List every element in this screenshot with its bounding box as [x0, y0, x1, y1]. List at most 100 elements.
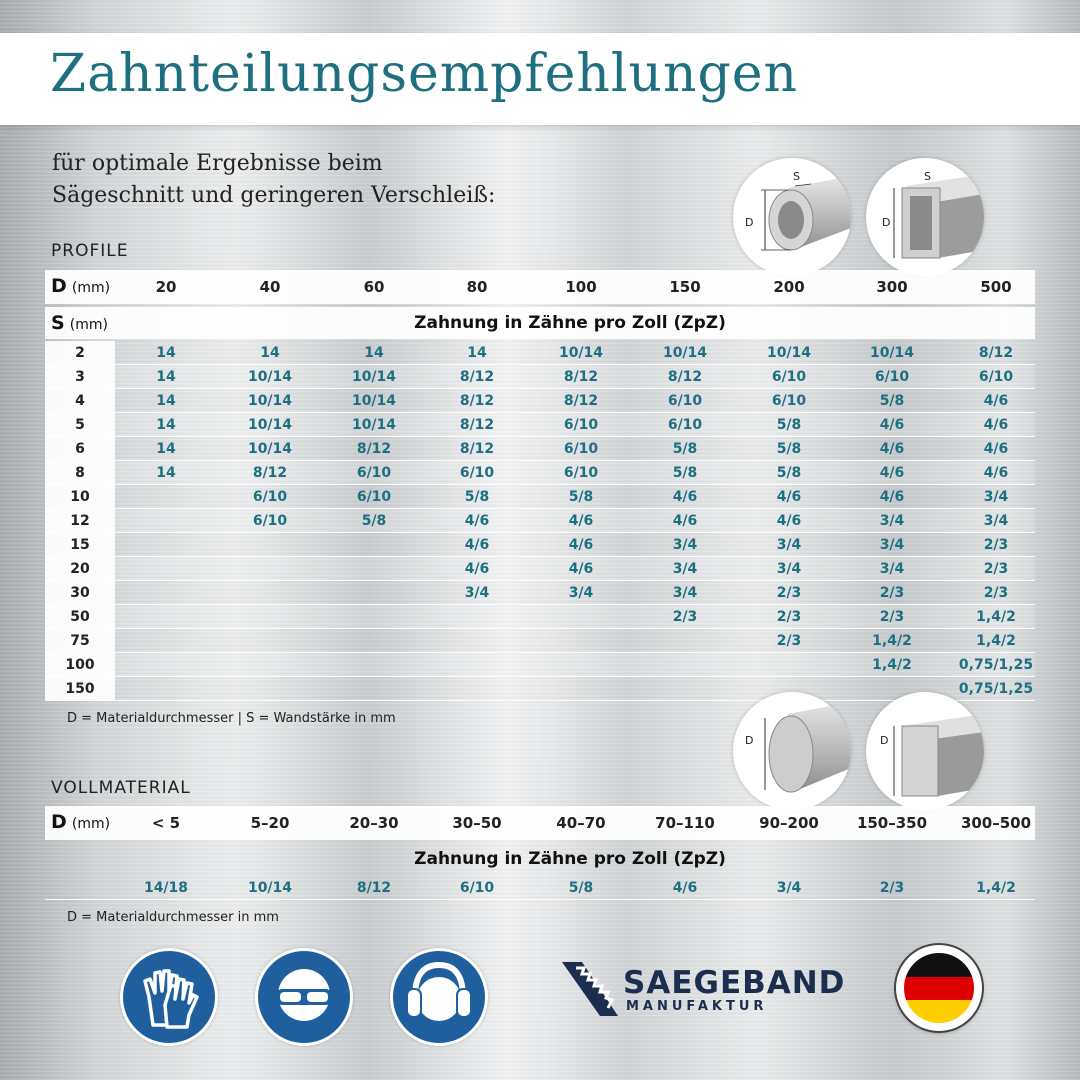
teeth-value: 14 [156, 345, 176, 361]
s-value: 150 [45, 677, 115, 701]
teeth-value: 8/12 [459, 417, 495, 433]
s-value: 50 [45, 605, 115, 629]
square-bar-icon: D [880, 714, 984, 797]
teeth-value: 4/6 [879, 489, 905, 505]
teeth-value: 6/10 [771, 393, 807, 409]
vollmaterial-d-value: 40–70 [556, 814, 606, 832]
teeth-value: 5/8 [568, 489, 594, 505]
teeth-value: 10/14 [247, 441, 293, 457]
teeth-value: 1,4/2 [872, 633, 912, 649]
title-band [0, 33, 1080, 125]
teeth-value: 14 [260, 345, 280, 361]
profile-d-value: 200 [773, 278, 805, 296]
teeth-value: 14 [364, 345, 384, 361]
profile-d-value: 500 [980, 278, 1012, 296]
teeth-value: 3/4 [776, 537, 802, 553]
round-bar-icon: D [745, 702, 851, 793]
teeth-value: 10/14 [247, 393, 293, 409]
teeth-value: 3/4 [776, 880, 802, 896]
goggles-icon [258, 951, 350, 1043]
table-row [45, 509, 1035, 533]
teeth-value: 14 [156, 417, 176, 433]
teeth-value: 6/10 [356, 489, 392, 505]
teeth-value: 10/14 [869, 345, 915, 361]
teeth-value: 4/6 [879, 417, 905, 433]
profile-zahnung-header: Zahnung in Zähne pro Zoll (ZpZ) [414, 313, 726, 333]
teeth-value: 8/12 [459, 441, 495, 457]
vollmaterial-d-value: 30–50 [452, 814, 502, 832]
teeth-value: 4/6 [776, 489, 802, 505]
teeth-value: 4/6 [464, 513, 490, 529]
profile-d-value: 150 [669, 278, 701, 296]
table-row [45, 653, 1035, 677]
teeth-value: 4/6 [983, 417, 1009, 433]
profile-s-label: S (mm) [51, 312, 108, 334]
vollmaterial-d-label: D (mm) [51, 811, 111, 833]
profile-d-value: 300 [876, 278, 908, 296]
teeth-value: 2/3 [672, 609, 698, 625]
teeth-value: 3/4 [983, 513, 1009, 529]
s-value: 2 [45, 341, 115, 365]
teeth-value: 6/10 [667, 417, 703, 433]
teeth-value: 10/14 [247, 417, 293, 433]
s-value: 15 [45, 533, 115, 557]
teeth-value: 4/6 [776, 513, 802, 529]
s-value: 75 [45, 629, 115, 653]
subtitle: für optimale Ergebnisse beim Sägeschnitt… [52, 148, 495, 212]
profile-note: D = Materialdurchmesser | S = Wandstärke… [67, 711, 396, 726]
subtitle-line-1: für optimale Ergebnisse beim [52, 151, 383, 176]
diagram-d-label: D [880, 734, 888, 747]
teeth-value: 3/4 [879, 513, 905, 529]
section-label-profile: PROFILE [51, 241, 129, 261]
s-value: 4 [45, 389, 115, 413]
teeth-value: 10/14 [662, 345, 708, 361]
vollmaterial-d-value: 300–500 [960, 814, 1032, 832]
table-row [45, 485, 1035, 509]
teeth-value: 3/4 [879, 561, 905, 577]
teeth-value: 8/12 [459, 393, 495, 409]
teeth-value: 5/8 [776, 417, 802, 433]
teeth-value: 2/3 [879, 609, 905, 625]
teeth-value: 6/10 [874, 369, 910, 385]
s-value: 100 [45, 653, 115, 677]
tube-icon: D S [745, 170, 851, 251]
table-row [45, 389, 1035, 413]
teeth-value: 10/14 [247, 369, 293, 385]
teeth-value: 2/3 [983, 537, 1009, 553]
profile-s-header-row [45, 307, 1035, 339]
vollmaterial-d-header-row [45, 806, 1035, 840]
gloves-icon [123, 951, 215, 1043]
teeth-value: 5/8 [464, 489, 490, 505]
table-row [45, 581, 1035, 605]
square-tube-icon: D S [882, 170, 984, 259]
teeth-value: 10/14 [351, 393, 397, 409]
s-value: 10 [45, 485, 115, 509]
table-row [45, 629, 1035, 653]
saw-blade-logo-icon [562, 962, 618, 1016]
table-row [45, 557, 1035, 581]
teeth-value: 3/4 [464, 585, 490, 601]
teeth-value: 6/10 [563, 417, 599, 433]
teeth-value: 6/10 [459, 465, 495, 481]
teeth-value: 6/10 [252, 489, 288, 505]
teeth-value: 6/10 [667, 393, 703, 409]
vollmaterial-d-value: 90–200 [759, 814, 819, 832]
teeth-value: 10/14 [351, 417, 397, 433]
profile-d-value: 100 [565, 278, 597, 296]
s-value: 30 [45, 581, 115, 605]
square-tube-profile-diagram: D S [866, 158, 984, 276]
teeth-value: 8/12 [356, 880, 392, 896]
s-value: 3 [45, 365, 115, 389]
vollmaterial-d-value: 5–20 [250, 814, 290, 832]
teeth-value: 5/8 [776, 465, 802, 481]
s-value: 6 [45, 437, 115, 461]
teeth-value: 5/8 [361, 513, 387, 529]
teeth-value: 6/10 [563, 465, 599, 481]
teeth-value: 1,4/2 [872, 657, 912, 673]
subtitle-line-2: Sägeschnitt und geringeren Verschleiß: [52, 183, 496, 208]
teeth-value: 3/4 [983, 489, 1009, 505]
table-row [45, 461, 1035, 485]
profile-d-value: 40 [259, 278, 281, 296]
tube-profile-diagram: D S [733, 158, 851, 276]
s-value: 20 [45, 557, 115, 581]
